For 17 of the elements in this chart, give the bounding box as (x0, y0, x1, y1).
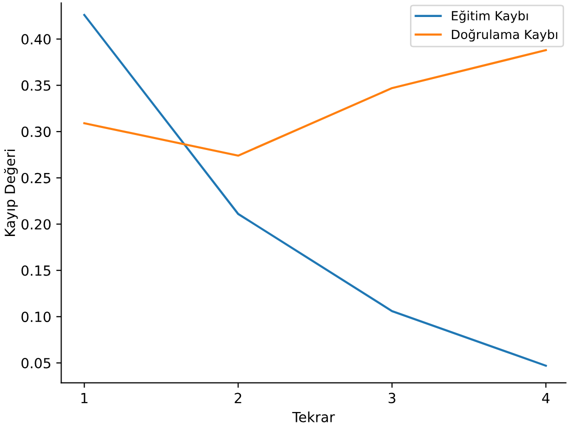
y-tick-label: 0.35 (22, 80, 50, 91)
y-tick-label: 0.15 (22, 265, 50, 276)
y-tick-label: 0.40 (22, 34, 51, 45)
x-tick-label: 2 (234, 392, 242, 404)
y-tick-label: 0.05 (22, 358, 50, 368)
y-axis-title: Kayıp Değeri (4, 150, 18, 236)
x-tick-label: 4 (542, 392, 550, 404)
line-series (83, 49, 547, 157)
y-tick-label: 0.20 (22, 219, 51, 230)
x-tick-label: 3 (388, 392, 396, 404)
y-tick-label: 0.30 (22, 126, 51, 138)
y-tick-label: 0.10 (22, 312, 51, 322)
legend-label: Eğitim Kaybı (452, 10, 528, 23)
y-tick-label: 0.25 (22, 172, 50, 184)
x-axis-title: Tekrar (292, 412, 335, 422)
legend-label: Doğrulama Kaybı (452, 29, 558, 42)
x-tick-label: 1 (81, 392, 88, 404)
